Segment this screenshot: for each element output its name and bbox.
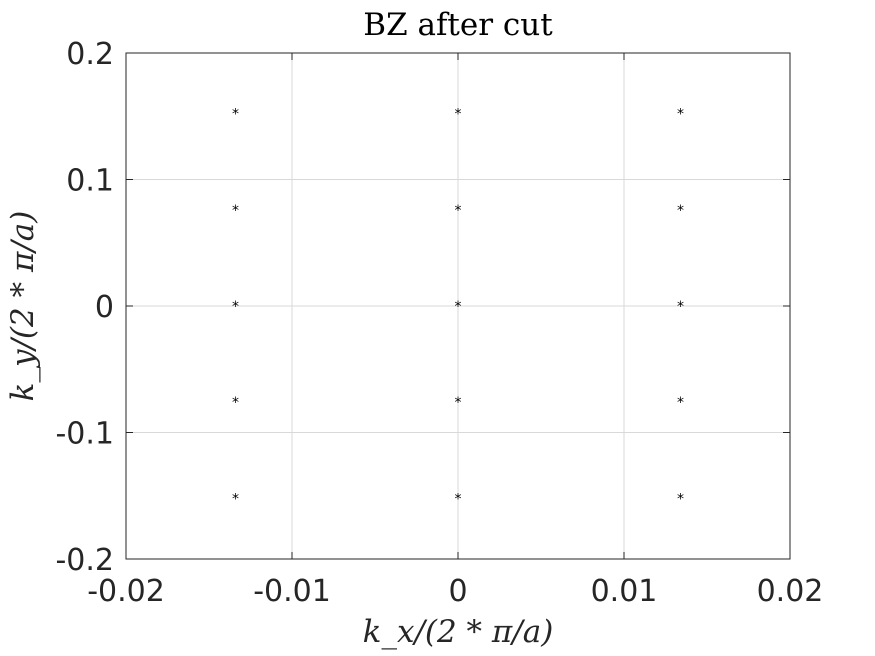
x-tick-label: -0.02: [87, 574, 165, 609]
x-tick-label: -0.01: [253, 574, 331, 609]
x-axis-label: k_x/(2 * π/a): [363, 614, 554, 650]
data-point: *: [455, 203, 462, 219]
y-tick-label: -0.2: [55, 543, 114, 578]
data-point: *: [455, 299, 462, 315]
y-tick-label: 0.1: [66, 164, 114, 199]
x-tick-label: 0.01: [591, 574, 658, 609]
data-point: *: [677, 107, 684, 123]
data-point: *: [232, 299, 239, 315]
y-tick-label: 0.2: [66, 37, 114, 72]
data-point: *: [232, 107, 239, 123]
data-points: * * * * * * * * * * * * * * *: [232, 107, 684, 508]
axis-ticks: [125, 52, 791, 560]
data-point: *: [455, 491, 462, 507]
chart-title: BZ after cut: [363, 7, 553, 43]
data-point: *: [677, 491, 684, 507]
grid: [126, 53, 790, 559]
data-point: *: [455, 395, 462, 411]
data-point: *: [232, 491, 239, 507]
data-point: *: [232, 395, 239, 411]
y-tick-label: 0: [95, 290, 114, 325]
data-point: *: [677, 203, 684, 219]
x-tick-labels: -0.02 -0.01 0 0.01 0.02: [87, 574, 823, 609]
data-point: *: [677, 299, 684, 315]
x-tick-label: 0.02: [757, 574, 824, 609]
y-tick-label: -0.1: [55, 417, 114, 452]
data-point: *: [232, 203, 239, 219]
y-axis-label: k_y/(2 * π/a): [5, 211, 41, 402]
y-tick-labels: -0.2 -0.1 0 0.1 0.2: [55, 37, 114, 578]
data-point: *: [455, 107, 462, 123]
x-tick-label: 0: [448, 574, 467, 609]
data-point: *: [677, 395, 684, 411]
